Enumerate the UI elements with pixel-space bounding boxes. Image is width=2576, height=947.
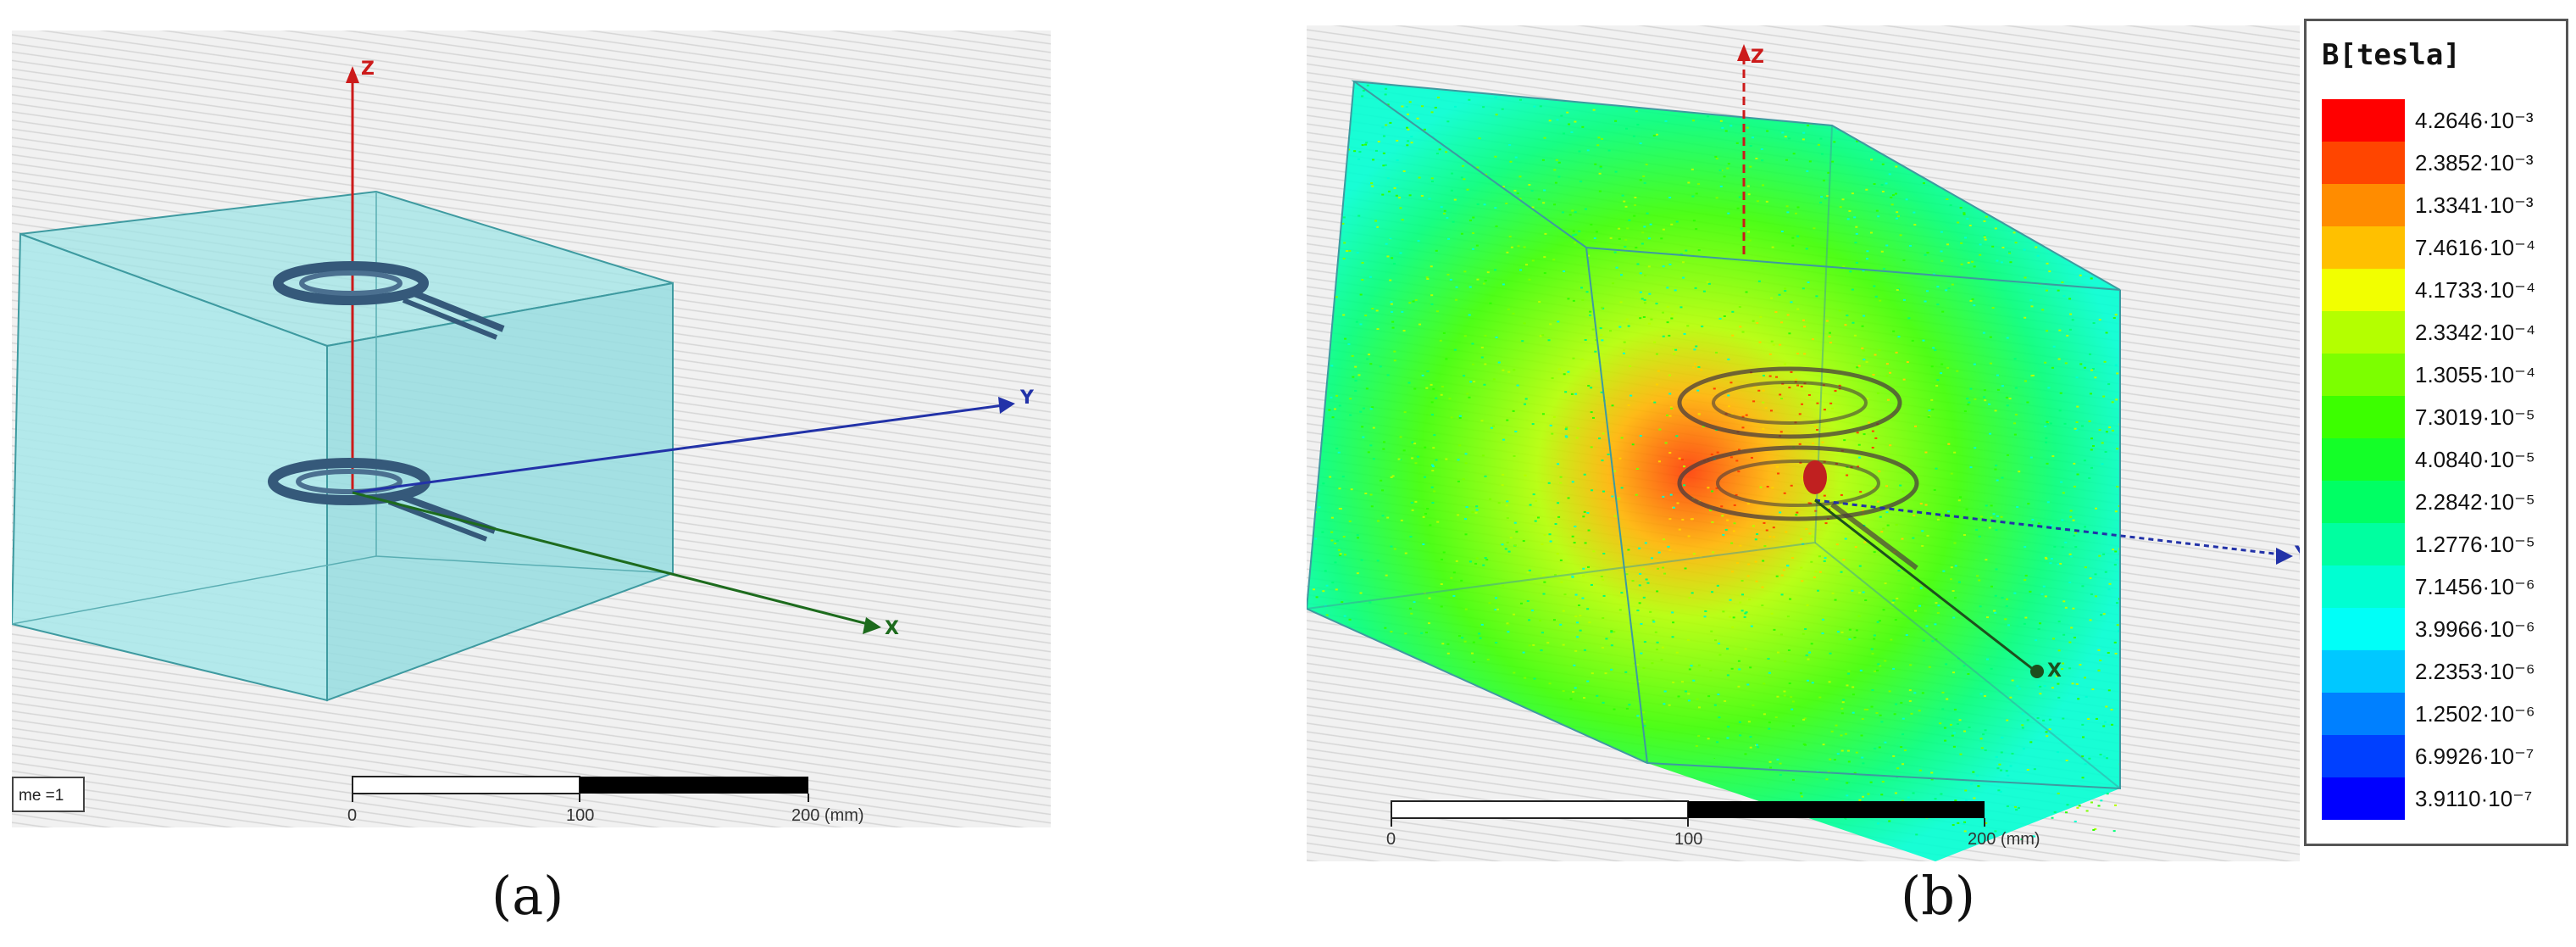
legend-entry: 3.9966·10⁻⁶ xyxy=(2322,608,2568,650)
legend-value: 1.2776·10⁻⁵ xyxy=(2415,532,2535,557)
field-scene-b: Z Y X xyxy=(1307,25,2300,861)
legend-swatch xyxy=(2322,438,2405,481)
y-axis-label-b: Y xyxy=(2294,543,2300,565)
model-scene-a: Z Y xyxy=(12,31,1051,827)
legend-value: 7.3019·10⁻⁵ xyxy=(2415,404,2535,430)
legend-swatch xyxy=(2322,311,2405,354)
legend-entry: 2.3342·10⁻⁴ xyxy=(2322,311,2568,354)
coil-upper-b xyxy=(1677,366,1902,439)
legend-swatch xyxy=(2322,693,2405,735)
legend-entry: 2.3852·10⁻³ xyxy=(2322,142,2568,184)
y-axis-a xyxy=(352,397,1015,494)
scale-tick-a-0: 0 xyxy=(347,806,357,825)
legend-value: 2.2842·10⁻⁵ xyxy=(2415,489,2535,515)
scale-tick-b-100: 100 xyxy=(1674,830,1702,849)
color-legend: B[tesla] 4.2646·10⁻³ 2.3852·10⁻³ 1.3341·10… xyxy=(2304,19,2568,846)
legend-value: 4.1733·10⁻⁴ xyxy=(2415,277,2535,303)
scale-tick-b-200: 200 (mm) xyxy=(1968,830,2040,849)
field-cloud-b xyxy=(1307,81,2120,861)
legend-entry: 1.2502·10⁻⁶ xyxy=(2322,693,2568,735)
coil-upper-a xyxy=(273,261,505,340)
legend-swatch xyxy=(2322,777,2405,820)
legend-value: 1.2502·10⁻⁶ xyxy=(2415,701,2535,727)
caption-b: (b) xyxy=(1901,865,1976,927)
scale-bar-a xyxy=(352,776,809,802)
legend-entry: 7.3019·10⁻⁵ xyxy=(2322,396,2568,438)
y-axis-b xyxy=(1814,499,2293,565)
scale-tick-a-200: 200 (mm) xyxy=(791,806,864,825)
z-axis-b xyxy=(1737,44,1751,254)
legend-entry: 1.3341·10⁻³ xyxy=(2322,184,2568,226)
legend-entry: 2.2842·10⁻⁵ xyxy=(2322,481,2568,523)
legend-swatch xyxy=(2322,650,2405,693)
legend-value: 2.3342·10⁻⁴ xyxy=(2415,320,2535,345)
legend-value: 1.3341·10⁻³ xyxy=(2415,192,2534,218)
legend-value: 2.3852·10⁻³ xyxy=(2415,150,2534,175)
scale-tick-b-0: 0 xyxy=(1386,830,1396,849)
z-axis-a xyxy=(346,66,359,493)
legend-swatch xyxy=(2322,396,2405,438)
legend-entry: 1.2776·10⁻⁵ xyxy=(2322,523,2568,565)
x-axis-label-b: X xyxy=(2047,660,2062,682)
coil-lower-b xyxy=(1677,445,1919,571)
field-viewport-b[interactable]: Z Y X xyxy=(1307,25,2300,861)
scale-bar-b xyxy=(1391,800,1985,827)
legend-swatch xyxy=(2322,354,2405,396)
z-axis-label-b: Z xyxy=(1751,47,1764,68)
legend-value: 1.3055·10⁻⁴ xyxy=(2415,362,2535,387)
legend-entry: 4.0840·10⁻⁵ xyxy=(2322,438,2568,481)
legend-swatch xyxy=(2322,523,2405,565)
legend-entry: 2.2353·10⁻⁶ xyxy=(2322,650,2568,693)
legend-value: 7.1456·10⁻⁶ xyxy=(2415,574,2535,599)
legend-swatch xyxy=(2322,184,2405,226)
legend-entry: 7.4616·10⁻⁴ xyxy=(2322,226,2568,269)
model-viewport-a[interactable]: Z Y xyxy=(12,31,1051,827)
x-axis-b xyxy=(1814,499,2044,678)
legend-value: 7.4616·10⁻⁴ xyxy=(2415,235,2535,260)
legend-title: B[tesla] xyxy=(2322,38,2461,72)
legend-swatch xyxy=(2322,565,2405,608)
frame-indicator: me =1 xyxy=(12,777,85,812)
scale-tick-a-100: 100 xyxy=(566,806,594,825)
air-box-b xyxy=(1307,80,2121,790)
legend-value: 4.2646·10⁻³ xyxy=(2415,108,2534,133)
legend-value: 6.9926·10⁻⁷ xyxy=(2415,744,2534,769)
y-axis-label-a: Y xyxy=(1019,387,1035,409)
legend-swatch xyxy=(2322,226,2405,269)
caption-a: (a) xyxy=(491,865,564,927)
x-axis-a xyxy=(352,491,881,634)
legend-swatch xyxy=(2322,269,2405,311)
legend-swatch xyxy=(2322,142,2405,184)
legend-entries: 4.2646·10⁻³ 2.3852·10⁻³ 1.3341·10⁻³ 7.4616·… xyxy=(2322,99,2568,820)
legend-swatch xyxy=(2322,608,2405,650)
legend-entry: 1.3055·10⁻⁴ xyxy=(2322,354,2568,396)
legend-entry: 6.9926·10⁻⁷ xyxy=(2322,735,2568,777)
legend-value: 3.9110·10⁻⁷ xyxy=(2415,786,2533,811)
legend-entry: 4.2646·10⁻³ xyxy=(2322,99,2568,142)
legend-swatch xyxy=(2322,99,2405,142)
legend-value: 2.2353·10⁻⁶ xyxy=(2415,659,2535,684)
legend-value: 4.0840·10⁻⁵ xyxy=(2415,447,2535,472)
x-axis-label-a: X xyxy=(885,618,899,639)
z-axis-label-a: Z xyxy=(361,58,375,80)
legend-entry: 7.1456·10⁻⁶ xyxy=(2322,565,2568,608)
legend-swatch xyxy=(2322,481,2405,523)
legend-swatch xyxy=(2322,735,2405,777)
legend-value: 3.9966·10⁻⁶ xyxy=(2415,616,2535,642)
legend-entry: 4.1733·10⁻⁴ xyxy=(2322,269,2568,311)
legend-entry: 3.9110·10⁻⁷ xyxy=(2322,777,2568,820)
